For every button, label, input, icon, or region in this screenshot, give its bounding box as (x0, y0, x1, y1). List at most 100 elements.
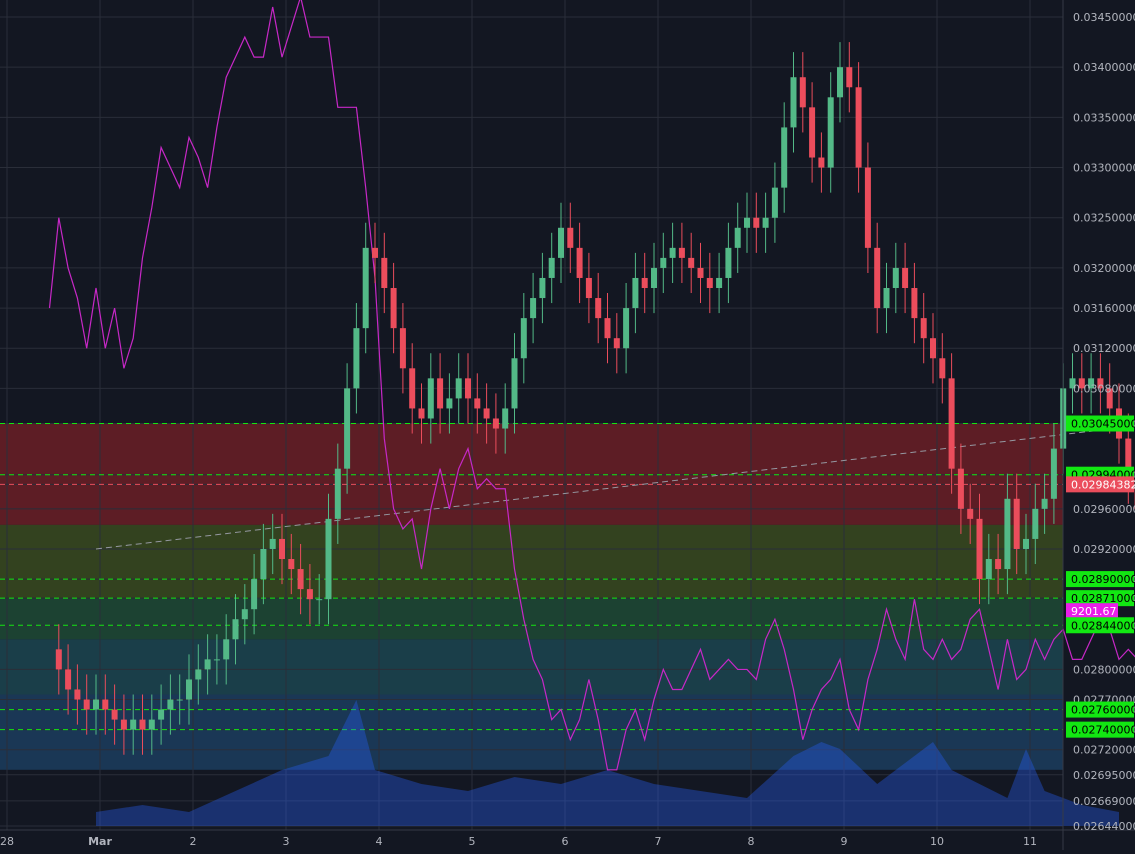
candle-body (744, 218, 750, 228)
candle-body (605, 318, 611, 338)
x-tick-label: 8 (748, 835, 755, 848)
candle-body (149, 720, 155, 730)
candle-body (846, 67, 852, 87)
x-tick-label: 10 (930, 835, 944, 848)
y-tick-label: 0.02720000 (1073, 744, 1135, 757)
y-tick-label: 0.03450000 (1073, 11, 1135, 24)
y-tick-label: 0.03080000 (1073, 382, 1135, 395)
candle-body (521, 318, 527, 358)
candle-body (279, 539, 285, 559)
candle-body (1032, 509, 1038, 539)
candle-body (539, 278, 545, 298)
candle-body (121, 720, 127, 730)
y-tick-label: 0.03300000 (1073, 162, 1135, 175)
candle-body (967, 509, 973, 519)
candle-body (74, 689, 80, 699)
candle-body (446, 398, 452, 408)
candle-body (195, 669, 201, 679)
level-label: 0.02740000 (1071, 724, 1135, 737)
level-label: 0.02984382 (1071, 478, 1135, 491)
x-tick-label: 28 (0, 835, 14, 848)
y-tick-label: 0.03350000 (1073, 111, 1135, 124)
candle-body (233, 619, 239, 639)
candle-body (391, 288, 397, 328)
candle-body (586, 278, 592, 298)
candle-body (632, 278, 638, 308)
candle-body (177, 700, 183, 701)
candle-body (316, 599, 322, 600)
x-tick-label: 6 (562, 835, 569, 848)
candle-body (437, 378, 443, 408)
candle-body (939, 358, 945, 378)
candle-body (130, 720, 136, 730)
candle-body (809, 107, 815, 157)
candle-body (140, 720, 146, 730)
candle-body (958, 469, 964, 509)
candle-body (484, 408, 490, 418)
candle-body (549, 258, 555, 278)
candle-body (558, 228, 564, 258)
candle-body (902, 268, 908, 288)
candle-body (158, 710, 164, 720)
candle-body (344, 388, 350, 468)
candle-body (651, 268, 657, 288)
candle-body (567, 228, 573, 248)
candle-body (270, 539, 276, 549)
y-tick-label: 0.02695000 (1073, 769, 1135, 782)
zone-1 (0, 525, 1063, 598)
candle-body (856, 87, 862, 167)
x-tick-label: 11 (1023, 835, 1037, 848)
candle-body (214, 659, 220, 660)
candle-body (735, 228, 741, 248)
level-label: 0.02844000 (1071, 619, 1135, 632)
y-tick-label: 0.03160000 (1073, 302, 1135, 315)
candle-body (716, 278, 722, 288)
candle-body (818, 158, 824, 168)
candle-body (298, 569, 304, 589)
candle-body (102, 700, 108, 710)
candle-body (772, 188, 778, 218)
candle-body (595, 298, 601, 318)
candle-body (800, 77, 806, 107)
candle-body (381, 258, 387, 288)
candle-body (753, 218, 759, 228)
level-label: 9201.67 (1071, 605, 1117, 618)
x-tick-label: 9 (841, 835, 848, 848)
candle-body (725, 248, 731, 278)
candle-body (112, 710, 118, 720)
candle-body (474, 398, 480, 408)
candle-body (828, 97, 834, 167)
candle-body (707, 278, 713, 288)
x-tick-label: 7 (655, 835, 662, 848)
candle-body (502, 408, 508, 428)
candle-body (763, 218, 769, 228)
y-tick-label: 0.02644000 (1073, 820, 1135, 833)
candle-body (791, 77, 797, 127)
zone-3 (0, 639, 1063, 694)
candle-body (530, 298, 536, 318)
x-tick-label: 2 (190, 835, 197, 848)
x-tick-label: 3 (283, 835, 290, 848)
candle-body (400, 328, 406, 368)
candle-body (1023, 539, 1029, 549)
candle-body (223, 639, 229, 659)
candle-body (1014, 499, 1020, 549)
candle-body (893, 268, 899, 288)
candle-body (326, 519, 332, 599)
candle-body (242, 609, 248, 619)
candle-body (65, 669, 71, 689)
candle-body (995, 559, 1001, 569)
candle-body (251, 579, 257, 609)
y-tick-label: 0.03400000 (1073, 61, 1135, 74)
candle-body (642, 278, 648, 288)
candle-body (1004, 499, 1010, 569)
candle-body (679, 248, 685, 258)
y-tick-label: 0.02669000 (1073, 795, 1135, 808)
candle-body (335, 469, 341, 519)
candle-body (167, 700, 173, 710)
x-tick-label: 5 (469, 835, 476, 848)
zone-4 (0, 695, 1063, 770)
candle-body (977, 519, 983, 579)
